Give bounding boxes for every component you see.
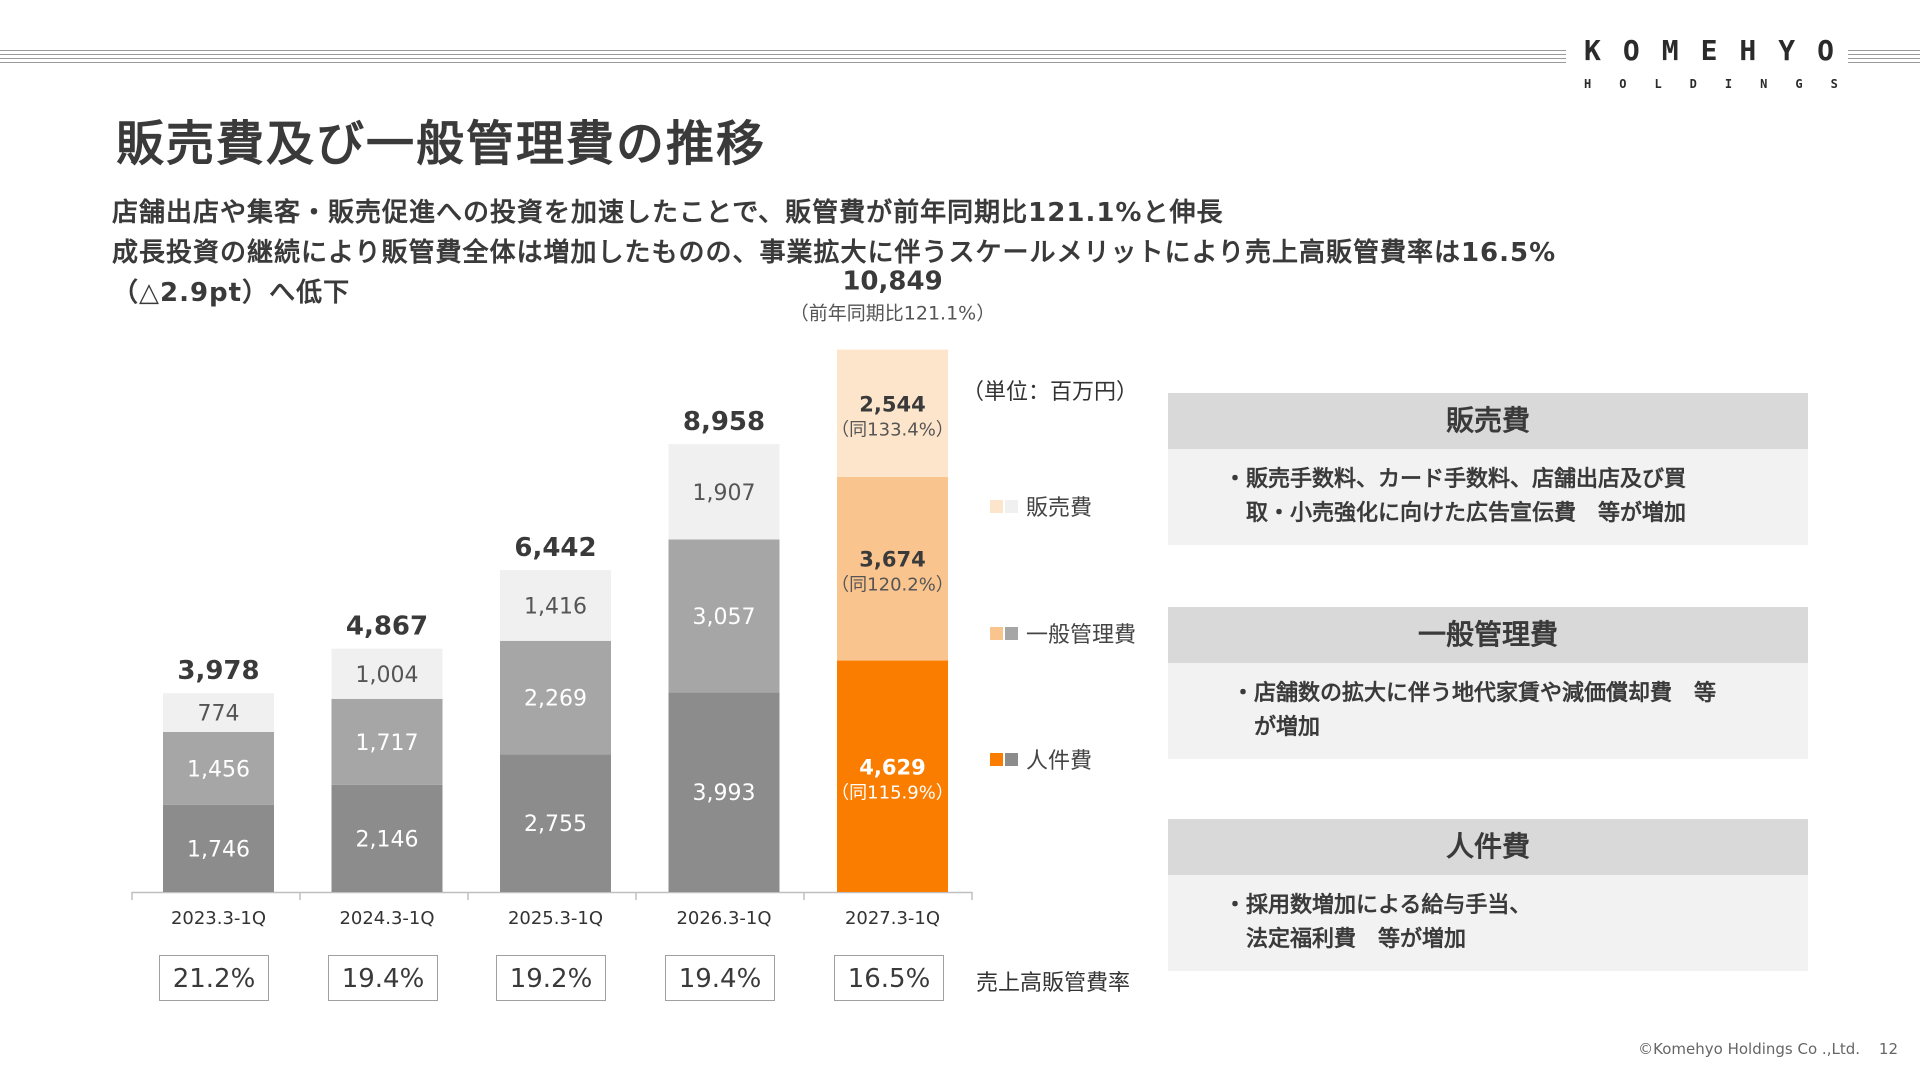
legend-item-admin-expense: 一般管理費 [990,617,1136,649]
ratio-label: 売上高販管費率 [976,971,1131,996]
header-rule-left [0,50,1566,68]
panel-body-line: 取・小売強化に向けた広告宣伝費 等が増加 [1224,501,1687,526]
legend-label: 人件費 [1026,749,1093,774]
legend-swatch-gray [1005,752,1018,766]
panel-body-line: 法定福利費 等が増加 [1224,927,1467,952]
panel-body: ・採用数増加による給与手当、 法定福利費 等が増加 [1168,875,1808,971]
data-label: 1,746 [187,837,250,862]
unit-label: （単位：百万円） [962,380,1139,405]
panel-body-line: が増加 [1232,715,1321,740]
legend-label: 一般管理費 [1026,623,1137,648]
legend-label: 販売費 [1026,496,1093,521]
bar-segment-sales [500,570,611,641]
ratio-box: 16.5% [834,955,944,1001]
bar-segment-personnel [500,754,611,892]
logo-line1: KOMEHYO [1584,34,1857,67]
legend-item-sales-expense: 販売費 [990,490,1092,522]
data-label: 2,146 [356,827,419,852]
x-tick-label: 2024.3-1Q [339,908,434,929]
page-number: 12 [1878,1040,1898,1058]
yoy-label: （同115.9%） [831,782,954,803]
ratio-box: 21.2% [159,955,269,1001]
bar-segment-admin [668,539,780,693]
ratio-box: 19.4% [665,955,775,1001]
bar-segment-sales [837,349,948,477]
company-logo: KOMEHYO HOLDINGS [1584,34,1838,91]
x-tick-label: 2025.3-1Q [508,908,603,929]
panel-title: 一般管理費 [1168,607,1808,663]
subtitle-line-2: 成長投資の継続により販管費全体は増加したものの、事業拡大に伴うスケールメリットに… [112,238,1557,268]
data-label: 2,544 [859,392,925,416]
legend-swatch-gray [1005,499,1018,513]
panel-body-line: ・販売手数料、カード手数料、店舗出店及び買 [1224,467,1687,492]
copyright: ©Komehyo Holdings Co .,Ltd. [1638,1040,1860,1058]
bar-segment-admin [331,698,443,785]
legend-item-personnel-expense: 人件費 [990,743,1092,775]
bar-segment-sales [668,444,780,540]
x-tick-label: 2027.3-1Q [845,908,940,929]
data-label: 1,416 [524,594,587,619]
panel-admin-expense: 一般管理費 ・店舗数の拡大に伴う地代家賃や減価償却費 等 が増加 [1168,607,1808,759]
logo-line2: HOLDINGS [1584,77,1866,91]
total-label: 3,978 [177,656,259,686]
data-label: 774 [198,702,240,727]
panel-personnel-expense: 人件費 ・採用数増加による給与手当、 法定福利費 等が増加 [1168,819,1808,971]
legend-swatch-highlight [990,626,1003,640]
total-yoy-label: （前年同期比121.1%） [790,303,995,325]
data-label: 1,717 [356,731,419,756]
bar-segment-personnel [331,784,443,892]
data-label: 3,057 [693,605,756,630]
header-rule-right [1848,50,1920,68]
bar-segment-admin [163,731,274,805]
panel-sales-expense: 販売費 ・販売手数料、カード手数料、店舗出店及び買 取・小売強化に向けた広告宣伝… [1168,393,1808,545]
yoy-label: （同120.2%） [831,575,954,596]
legend-swatch-highlight [990,752,1003,766]
yoy-label: （同133.4%） [831,419,954,440]
data-label: 3,674 [859,548,925,572]
panel-body: ・販売手数料、カード手数料、店舗出店及び買 取・小売強化に向けた広告宣伝費 等が… [1168,449,1808,545]
data-label: 4,629 [859,755,925,779]
data-label: 1,907 [693,481,756,506]
data-label: 3,993 [693,781,756,806]
data-label: 1,004 [356,663,419,688]
panel-body-line: ・店舗数の拡大に伴う地代家賃や減価償却費 等 [1232,681,1717,706]
subtitle-line-3: （△2.9pt）へ低下 [112,278,351,308]
panel-title: 販売費 [1168,393,1808,449]
data-label: 2,755 [524,812,587,837]
total-label: 4,867 [346,612,428,642]
bar-segment-sales [331,648,443,699]
total-label: 8,958 [683,407,765,437]
panel-title: 人件費 [1168,819,1808,875]
ratio-box: 19.4% [328,955,438,1001]
bar-segment-sales [163,693,274,732]
total-label: 10,849 [842,267,942,297]
legend-swatch-gray [1005,626,1018,640]
page-title: 販売費及び一般管理費の推移 [116,116,767,172]
legend-swatch-highlight [990,499,1003,513]
data-label: 2,269 [524,687,587,712]
x-tick-label: 2023.3-1Q [171,908,266,929]
x-tick-label: 2026.3-1Q [676,908,771,929]
bar-segment-personnel [163,804,274,892]
data-label: 1,456 [187,757,250,782]
panel-body: ・店舗数の拡大に伴う地代家賃や減価償却費 等 が増加 [1168,663,1808,759]
bar-segment-admin [500,640,611,755]
panel-body-line: ・採用数増加による給与手当、 [1224,893,1532,918]
bar-segment-personnel [668,692,780,892]
subtitle-line-1: 店舗出店や集客・販売促進への投資を加速したことで、販管費が前年同期比121.1%… [112,198,1224,228]
bar-segment-personnel [837,660,948,892]
bar-segment-admin [837,476,948,661]
ratio-box: 19.2% [496,955,606,1001]
total-label: 6,442 [514,533,596,563]
